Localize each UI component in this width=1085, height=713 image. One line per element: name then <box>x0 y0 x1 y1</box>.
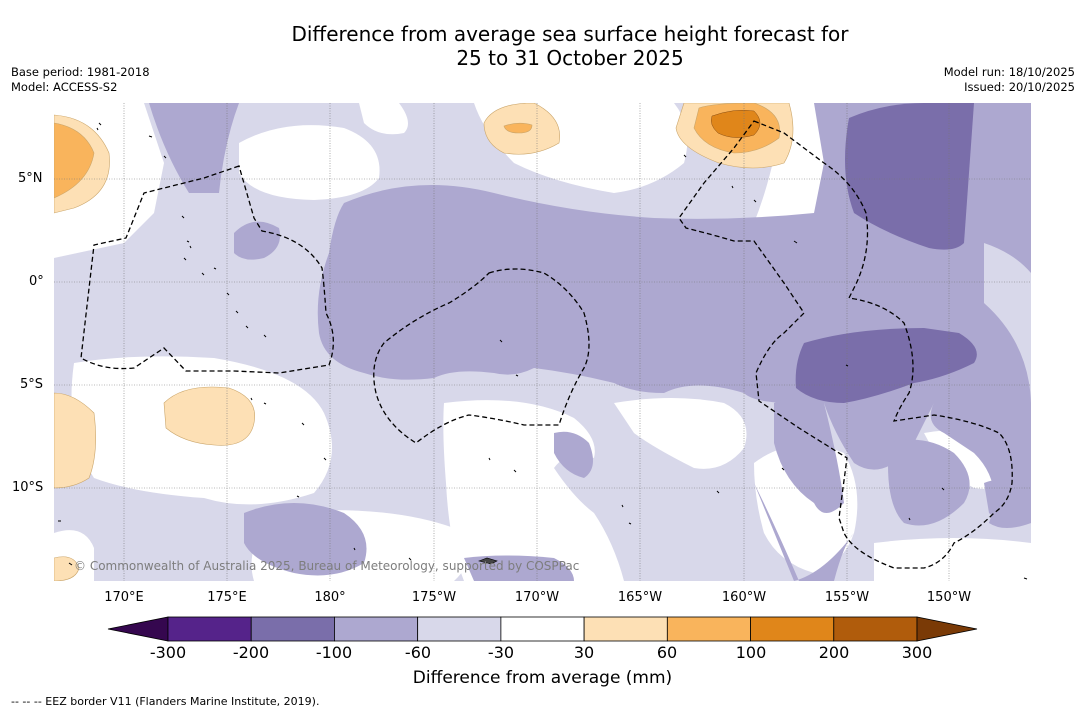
title-line-1: Difference from average sea surface heig… <box>291 22 849 46</box>
band-100-200 <box>711 109 761 138</box>
colorbar-tick: -200 <box>232 643 270 662</box>
colorbar-segment <box>250 616 335 642</box>
title-line-2: 25 to 31 October 2025 <box>456 46 684 70</box>
colorbar-tick: -30 <box>487 643 515 662</box>
colorbar-tick: -60 <box>404 643 432 662</box>
islands <box>58 122 1028 580</box>
lon-label-165w: 165°W <box>617 590 663 605</box>
lon-label-170w: 170°W <box>514 590 560 605</box>
colorbar-tick: 100 <box>735 643 767 662</box>
eez-footnote: -- -- -- EEZ border V11 (Flanders Marine… <box>11 695 320 708</box>
lat-label-5s: 5°S <box>20 377 44 392</box>
colorbar-extension-low <box>107 616 169 642</box>
colorbar-segment <box>334 616 419 642</box>
island-cluster <box>477 557 498 565</box>
model-name: Model: ACCESS-S2 <box>11 80 118 94</box>
colorbar-tick: 300 <box>901 643 933 662</box>
eez-borders <box>80 120 1013 569</box>
lat-label-0: 0° <box>29 274 44 289</box>
colorbar-extension-high <box>916 616 978 642</box>
grid-lines <box>54 103 1031 581</box>
lon-label-170e: 170°E <box>104 590 144 605</box>
colorbar-segment <box>167 616 252 642</box>
colorbar-segment <box>583 616 668 642</box>
lat-label-5n: 5°N <box>18 171 43 186</box>
lon-label-160w: 160°W <box>721 590 767 605</box>
meta-right: Model run: 18/10/2025 Issued: 20/10/2025 <box>944 65 1075 95</box>
lon-label-150w: 150°W <box>926 590 972 605</box>
issued-date: Issued: 20/10/2025 <box>964 80 1075 94</box>
page-title: Difference from average sea surface heig… <box>0 22 1085 70</box>
band-minus-200-100 <box>795 103 977 403</box>
lon-label-175e: 175°E <box>207 590 247 605</box>
colorbar-tick: 60 <box>656 643 678 662</box>
lon-label-155w: 155°W <box>824 590 870 605</box>
colorbar-tick: -300 <box>149 643 187 662</box>
colorbar-segment <box>500 616 585 642</box>
colorbar-label: Difference from average (mm) <box>412 668 673 688</box>
colorbar-segment <box>750 616 835 642</box>
lon-label-175w: 175°W <box>411 590 457 605</box>
colorbar-segment <box>833 616 918 642</box>
colorbar-tick: 200 <box>818 643 850 662</box>
forecast-map <box>54 103 1031 581</box>
colorbar-segment <box>666 616 751 642</box>
colorbar-tick: 30 <box>573 643 595 662</box>
lat-label-10s: 10°S <box>12 480 44 495</box>
copyright-notice: © Commonwealth of Australia 2025, Bureau… <box>74 559 580 573</box>
base-period: Base period: 1981-2018 <box>11 65 150 79</box>
lon-label-180: 180° <box>314 590 346 605</box>
map-svg <box>54 103 1031 581</box>
colorbar-segment <box>417 616 502 642</box>
colorbar-tick: -100 <box>315 643 353 662</box>
model-run: Model run: 18/10/2025 <box>943 65 1075 79</box>
meta-left: Base period: 1981-2018 Model: ACCESS-S2 <box>11 65 150 95</box>
